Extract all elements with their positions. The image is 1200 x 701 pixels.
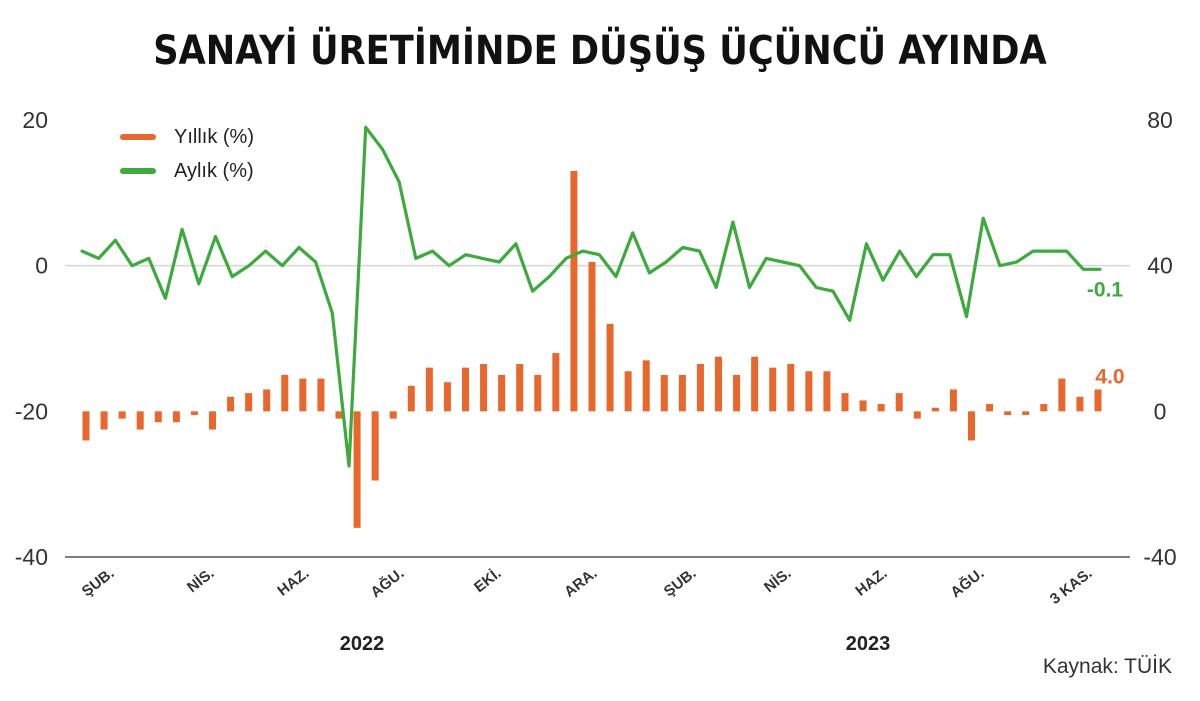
bar-yillik <box>624 371 632 412</box>
bar-yillik <box>281 374 289 412</box>
year-label: 2022 <box>340 633 385 655</box>
right-axis-tick-label: 80 <box>1147 107 1173 133</box>
left-axis-tick-label: -20 <box>15 398 48 424</box>
x-tick-label: NİS. <box>761 565 794 596</box>
x-tick-label: 3 KAS. <box>1047 565 1096 608</box>
bar-yillik <box>823 371 831 412</box>
x-tick-label: ŞUB. <box>79 565 118 600</box>
bar-yillik <box>642 360 650 412</box>
bar-yillik <box>425 367 433 412</box>
bar-yillik <box>696 363 704 412</box>
legend-item-yillik: Yıllık (%) <box>120 120 254 154</box>
bar-yillik <box>552 353 560 412</box>
bar-yillik <box>1094 389 1102 412</box>
bar-yillik <box>227 396 235 412</box>
bar-yillik <box>462 367 469 412</box>
bar-yillik <box>949 389 957 412</box>
year-label: 2023 <box>846 633 891 655</box>
bar-yillik <box>136 411 144 430</box>
bar-yillik <box>263 389 271 412</box>
right-axis-tick-label: -40 <box>1143 544 1176 570</box>
bar-yillik <box>1076 396 1084 412</box>
bar-yillik <box>931 407 939 412</box>
x-tick-label: ARA. <box>561 565 600 601</box>
bar-yillik <box>353 411 361 528</box>
annotation-yillik-last: 4.0 <box>1095 365 1124 388</box>
bar-yillik <box>82 411 90 441</box>
bar-yillik <box>443 382 451 412</box>
bar-yillik <box>516 363 524 412</box>
x-tick-label: HAZ. <box>274 565 312 600</box>
bar-yillik <box>968 411 975 441</box>
bar-yillik <box>534 374 542 412</box>
bar-yillik <box>245 393 253 412</box>
legend: Yıllık (%) Aylık (%) <box>120 120 254 188</box>
legend-swatch-yillik <box>120 134 156 140</box>
bar-yillik <box>588 262 596 412</box>
bar-yillik <box>118 411 126 419</box>
bar-yillik <box>841 393 849 412</box>
x-tick-label: EKİ. <box>471 565 504 596</box>
right-axis-tick-label: 40 <box>1147 253 1173 279</box>
bar-yillik <box>606 323 614 412</box>
x-tick-label: HAZ. <box>852 565 890 600</box>
bar-yillik <box>209 411 216 430</box>
bar-yillik <box>1022 411 1030 415</box>
bar-yillik <box>678 374 686 412</box>
bar-yillik <box>1004 411 1012 415</box>
bar-yillik <box>986 404 994 412</box>
legend-label-yillik: Yıllık (%) <box>174 125 254 148</box>
annotation-aylik-last: -0.1 <box>1087 278 1124 301</box>
bar-yillik <box>787 363 795 412</box>
bar-yillik <box>733 374 741 412</box>
bar-yillik <box>769 367 777 412</box>
line-aylik <box>80 125 1102 468</box>
bar-yillik <box>913 411 921 419</box>
x-tick-label: AĞU. <box>947 564 988 601</box>
chart-title: SANAYİ ÜRETİMİNDE DÜŞÜŞ ÜÇÜNCÜ AYINDA <box>153 28 1047 74</box>
bar-yillik <box>371 411 379 481</box>
bar-yillik <box>715 356 722 412</box>
source-note: Kaynak: TÜİK <box>1042 655 1172 678</box>
x-tick-label: ŞUB. <box>661 565 700 600</box>
bar-yillik <box>660 374 668 412</box>
legend-swatch-aylik <box>120 168 156 174</box>
bar-yillik <box>480 363 488 412</box>
bar-yillik <box>335 411 343 419</box>
bar-yillik <box>407 385 415 412</box>
x-tick-label: AĞU. <box>367 564 408 601</box>
bar-yillik <box>389 411 397 419</box>
x-tick-label: NİS. <box>184 565 217 596</box>
left-axis-tick-label: 0 <box>35 253 48 279</box>
bar-yillik <box>100 411 108 430</box>
bar-yillik <box>1040 404 1048 412</box>
bar-yillik <box>877 404 885 412</box>
left-axis-tick-label: -40 <box>15 544 48 570</box>
bar-yillik <box>1058 378 1066 412</box>
bar-yillik <box>299 378 307 412</box>
bar-yillik <box>895 393 903 412</box>
bar-yillik <box>570 170 578 412</box>
left-axis-tick-label: 20 <box>22 107 48 133</box>
bar-yillik <box>805 371 813 412</box>
legend-item-aylik: Aylık (%) <box>120 154 254 188</box>
right-axis-tick-label: 0 <box>1154 398 1167 424</box>
bar-yillik <box>859 400 867 412</box>
bar-yillik <box>498 374 506 412</box>
bar-yillik <box>172 411 180 423</box>
bar-yillik <box>190 411 198 415</box>
legend-label-aylik: Aylık (%) <box>174 159 254 182</box>
bar-yillik <box>154 411 162 423</box>
bar-yillik <box>317 378 325 412</box>
bar-yillik <box>751 356 759 412</box>
